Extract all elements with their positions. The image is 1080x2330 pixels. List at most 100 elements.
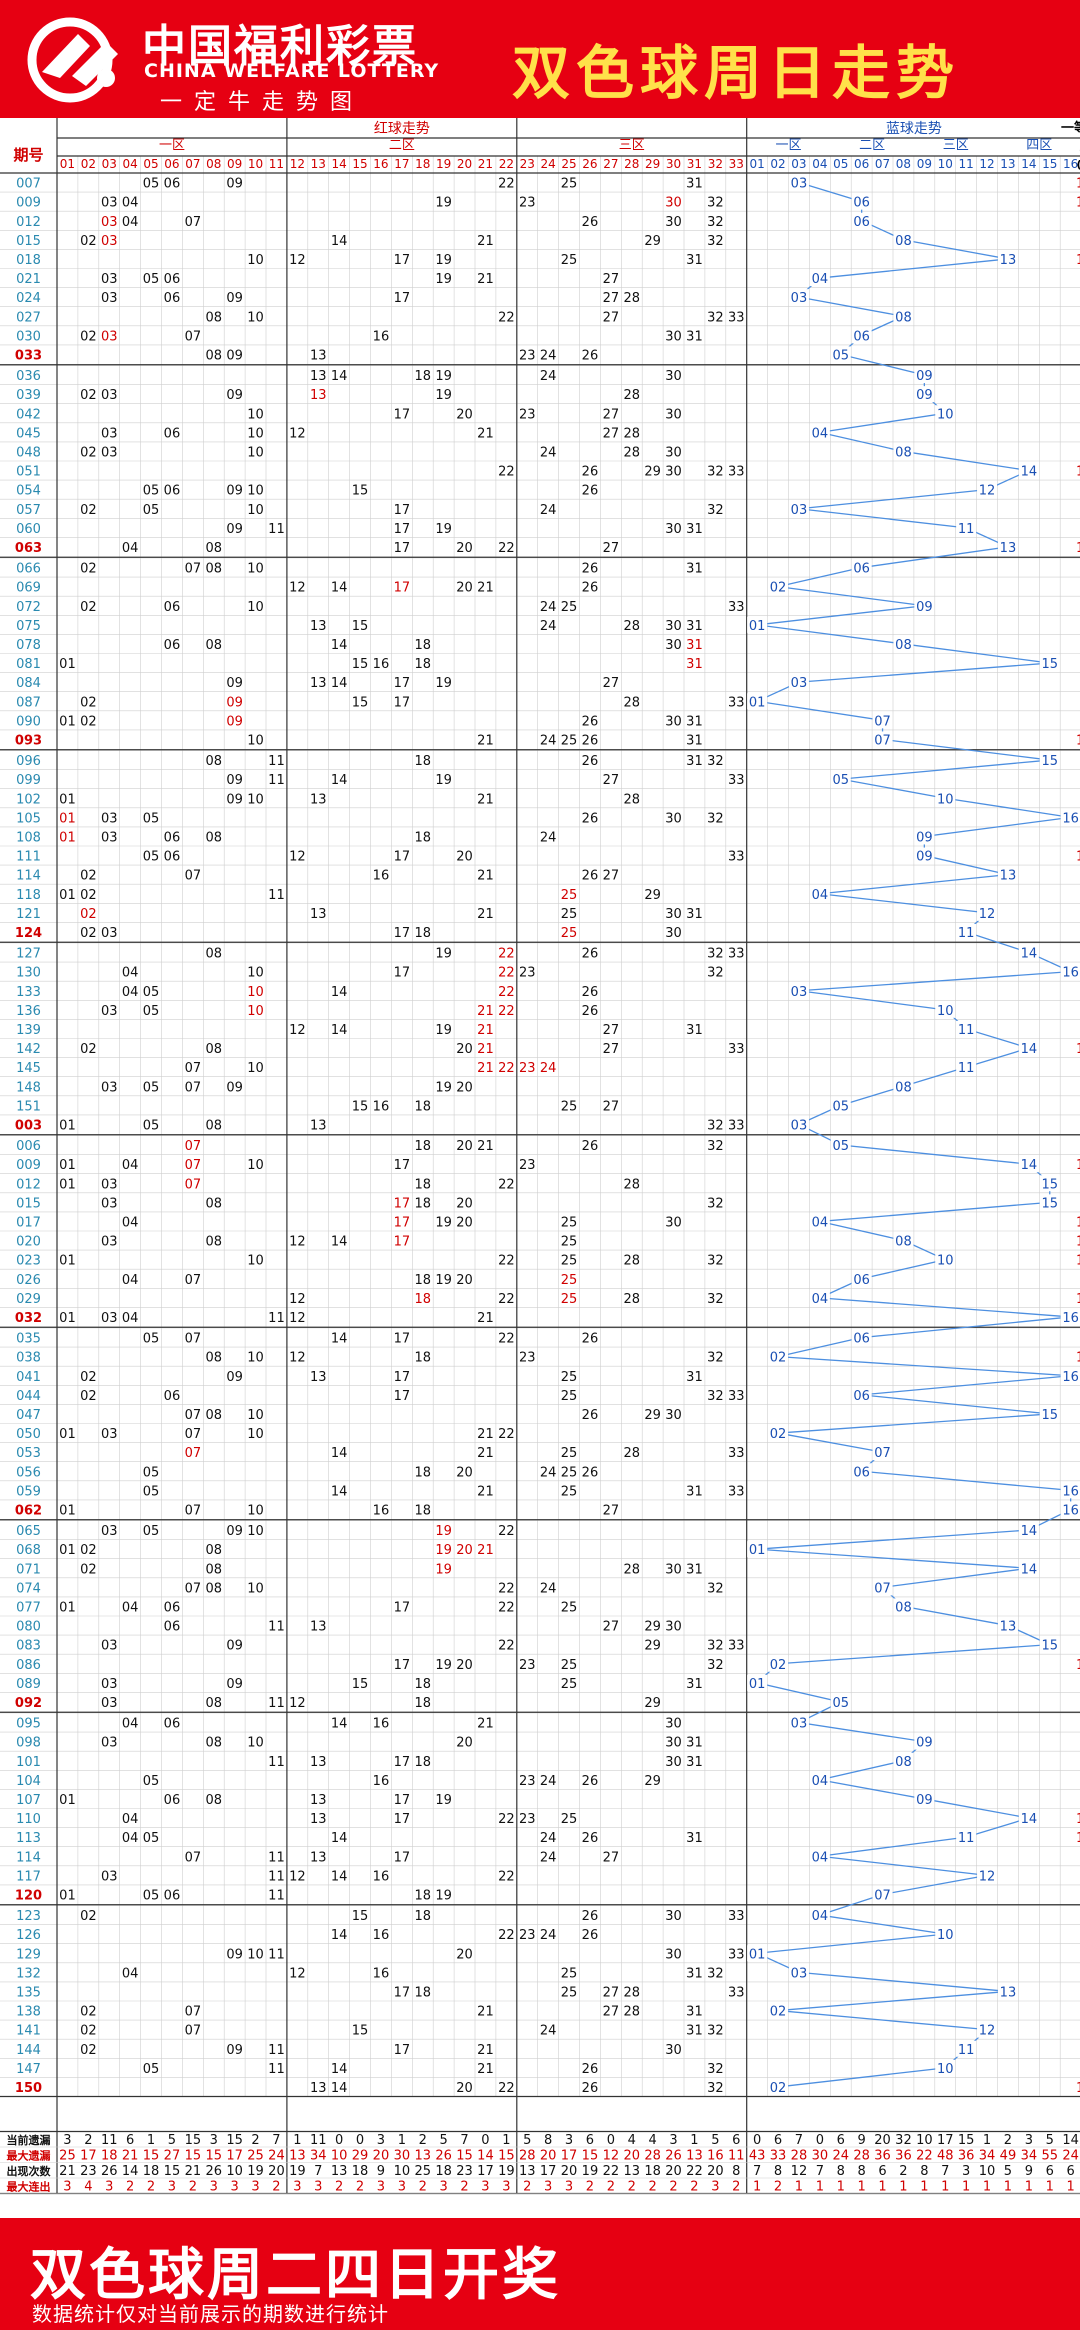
issue-number: 090 <box>16 714 41 729</box>
issue-number: 151 <box>16 1099 41 1114</box>
red-ball-number: 18 <box>414 1986 431 2001</box>
issue-number: 136 <box>16 1004 41 1019</box>
blue-ball-number: 11 <box>958 1061 975 1076</box>
stat-value: 1 <box>1025 2180 1033 2195</box>
red-ball-number: 03 <box>101 291 118 306</box>
stat-value: 3 <box>293 2180 301 2195</box>
issue-number: 084 <box>16 676 41 691</box>
red-ball-number: 07 <box>185 562 202 577</box>
red-ball-number: 11 <box>268 1947 285 1962</box>
red-ball-number: 01 <box>59 1504 76 1519</box>
red-number-header: 11 <box>269 157 284 171</box>
stat-value: 14 <box>477 2149 494 2164</box>
footer-title: 双色球周二四日开奖 <box>30 2243 561 2308</box>
red-ball-number: 33 <box>728 1119 745 1134</box>
red-ball-number: 27 <box>603 1042 620 1057</box>
red-ball-number: 07 <box>185 1177 202 1192</box>
red-ball-number: 02 <box>80 234 97 249</box>
blue-ball-number: 14 <box>1021 465 1038 480</box>
red-ball-number: 09 <box>226 792 243 807</box>
footer-banner: 双色球周二四日开奖 数据统计仅对当前展示的期数进行统计 <box>0 2218 1080 2330</box>
red-ball-number: 30 <box>665 926 682 941</box>
blue-ball-number: 13 <box>1000 541 1017 556</box>
red-number-header: 25 <box>561 157 576 171</box>
red-ball-number: 11 <box>268 1311 285 1326</box>
red-ball-number: 31 <box>686 1562 703 1577</box>
red-ball-number: 33 <box>728 465 745 480</box>
issue-number: 007 <box>16 177 41 192</box>
stat-value: 17 <box>477 2164 494 2179</box>
red-ball-number: 20 <box>456 1736 473 1751</box>
stat-value: 2 <box>335 2180 343 2195</box>
red-ball-number: 24 <box>540 1581 557 1596</box>
red-ball-number: 23 <box>519 1812 536 1827</box>
issue-number: 101 <box>16 1755 41 1770</box>
stat-value: 14 <box>122 2164 139 2179</box>
red-ball-number: 30 <box>665 907 682 922</box>
red-ball-number: 21 <box>477 1023 494 1038</box>
draw-rows: 0070506092225313100000903041923303221000… <box>15 177 1080 2096</box>
red-ball-number: 32 <box>707 1351 724 1366</box>
red-ball-number: 26 <box>582 2081 599 2096</box>
red-number-header: 26 <box>582 157 597 171</box>
stat-value: 28 <box>644 2149 661 2164</box>
issue-number: 045 <box>16 426 41 441</box>
red-ball-number: 10 <box>247 1408 264 1423</box>
blue-ball-number: 15 <box>1041 1408 1058 1423</box>
red-ball-number: 07 <box>185 1139 202 1154</box>
red-ball-number: 10 <box>247 966 264 981</box>
stat-value: 10 <box>226 2164 243 2179</box>
red-ball-number: 24 <box>540 1465 557 1480</box>
red-ball-number: 19 <box>435 947 452 962</box>
red-ball-number: 08 <box>205 1235 222 1250</box>
red-ball-number: 09 <box>226 349 243 364</box>
red-ball-number: 19 <box>435 1658 452 1673</box>
red-ball-number: 22 <box>498 1928 515 1943</box>
red-ball-number: 33 <box>728 1947 745 1962</box>
red-number-header: 14 <box>332 157 347 171</box>
blue-ball-number: 09 <box>916 1793 933 1808</box>
stat-value: 18 <box>143 2164 160 2179</box>
issue-number: 099 <box>16 773 41 788</box>
issue-number: 121 <box>16 907 41 922</box>
red-ball-number: 11 <box>268 888 285 903</box>
red-ball-number: 22 <box>498 1332 515 1347</box>
blue-ball-number: 10 <box>937 1928 954 1943</box>
red-ball-number: 20 <box>456 1139 473 1154</box>
red-ball-number: 19 <box>435 1216 452 1231</box>
issue-column-header: 期号 <box>13 146 43 164</box>
red-ball-number: 16 <box>373 1869 390 1884</box>
issue-number: 006 <box>16 1139 41 1154</box>
red-ball-number: 07 <box>185 1158 202 1173</box>
blue-zone-3-header: 三区 <box>943 138 969 153</box>
issue-number: 145 <box>16 1061 41 1076</box>
issue-number: 107 <box>16 1793 41 1808</box>
stat-value: 1 <box>920 2180 928 2195</box>
blue-number-header: 11 <box>959 157 974 171</box>
red-ball-number: 22 <box>498 985 515 1000</box>
red-ball-number: 21 <box>477 869 494 884</box>
red-number-header: 33 <box>729 157 744 171</box>
stat-value: 1 <box>1067 2180 1075 2195</box>
stat-value: 7 <box>460 2133 468 2148</box>
issue-number: 129 <box>16 1947 41 1962</box>
red-ball-number: 33 <box>728 1389 745 1404</box>
red-number-header: 29 <box>645 157 660 171</box>
red-ball-number: 08 <box>205 1581 222 1596</box>
red-ball-number: 21 <box>477 792 494 807</box>
red-ball-number: 05 <box>143 272 160 287</box>
red-ball-number: 03 <box>101 1736 118 1751</box>
red-ball-number: 08 <box>205 831 222 846</box>
red-ball-number: 02 <box>80 329 97 344</box>
issue-number: 093 <box>15 734 42 749</box>
red-number-header: 30 <box>666 157 681 171</box>
stat-value: 11 <box>101 2133 118 2148</box>
blue-ball-number: 14 <box>1021 1562 1038 1577</box>
red-ball-number: 02 <box>80 1389 97 1404</box>
blue-ball-number: 08 <box>895 638 912 653</box>
red-zone-1-header: 一区 <box>159 138 185 153</box>
red-ball-number: 25 <box>561 1966 578 1981</box>
issue-number: 147 <box>16 2062 41 2077</box>
red-ball-number: 28 <box>623 388 640 403</box>
red-ball-number: 22 <box>498 1254 515 1269</box>
